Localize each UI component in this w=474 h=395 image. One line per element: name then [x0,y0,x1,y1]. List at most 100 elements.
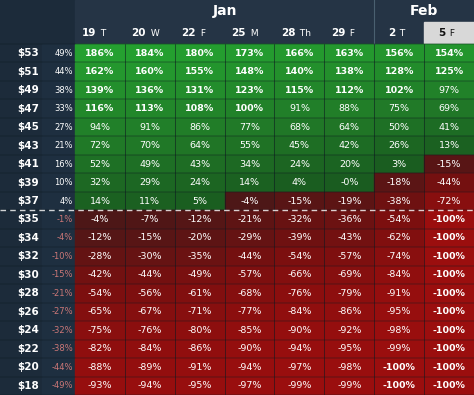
Text: -100%: -100% [433,289,465,298]
Text: 180%: 180% [185,49,214,58]
Text: 91%: 91% [139,122,160,132]
Text: 5: 5 [438,28,445,38]
Text: -39%: -39% [287,233,312,243]
Text: 148%: 148% [235,67,264,76]
Text: -100%: -100% [383,381,416,390]
Bar [374,100,424,118]
Bar [125,358,175,376]
Text: -76%: -76% [287,289,311,298]
Bar [125,100,175,118]
Bar [225,321,274,340]
Text: -29%: -29% [237,233,262,243]
Text: 38%: 38% [54,86,73,95]
Text: -44%: -44% [52,363,73,372]
Text: -35%: -35% [187,252,212,261]
Bar [175,340,225,358]
Bar [175,210,225,229]
Bar [75,376,125,395]
Text: 125%: 125% [435,67,464,76]
Bar [225,210,274,229]
Bar [374,247,424,266]
Bar [75,284,125,303]
Bar [424,321,474,340]
Bar [75,210,125,229]
Text: 3%: 3% [392,160,407,169]
Bar [42,376,75,395]
Text: -10%: -10% [52,252,73,261]
Bar [424,81,474,100]
Text: -18%: -18% [387,178,411,187]
Text: $35: $35 [17,214,39,224]
Text: 156%: 156% [384,49,414,58]
Text: -84%: -84% [287,307,311,316]
Text: -68%: -68% [237,289,262,298]
Bar [274,136,324,155]
Bar [75,247,125,266]
Bar [374,136,424,155]
Bar [175,62,225,81]
Text: -15%: -15% [137,233,162,243]
Text: -36%: -36% [337,215,362,224]
Text: $34: $34 [17,233,39,243]
Bar [324,44,374,62]
Text: $28: $28 [17,288,39,298]
Bar [274,155,324,173]
Text: 108%: 108% [185,104,214,113]
Bar [0,62,42,81]
Text: 28: 28 [281,28,295,38]
Text: $45: $45 [17,122,39,132]
Bar [42,173,75,192]
Bar [324,173,374,192]
Bar [225,192,274,210]
Text: -67%: -67% [137,307,162,316]
Bar [374,173,424,192]
Text: 19: 19 [82,28,96,38]
Text: $49: $49 [17,85,39,95]
Text: 5%: 5% [192,197,207,205]
Text: -97%: -97% [287,363,311,372]
Text: 44%: 44% [55,67,73,76]
Bar [424,44,474,62]
Text: 138%: 138% [335,67,364,76]
Text: -28%: -28% [88,252,112,261]
Text: 13%: 13% [438,141,460,150]
Text: 55%: 55% [239,141,260,150]
Bar [75,81,125,100]
Text: 70%: 70% [139,141,160,150]
Text: 14%: 14% [90,197,110,205]
Bar [424,118,474,136]
Text: -100%: -100% [433,215,465,224]
Text: T: T [98,28,106,38]
Text: 160%: 160% [135,67,164,76]
Text: -38%: -38% [387,197,411,205]
Text: 123%: 123% [235,86,264,95]
Bar [125,155,175,173]
Text: -12%: -12% [88,233,112,243]
Bar [75,44,125,62]
Bar [324,229,374,247]
Bar [374,358,424,376]
Bar [175,155,225,173]
Bar [274,358,324,376]
Text: 10%: 10% [55,178,73,187]
Text: 154%: 154% [435,49,464,58]
Bar [274,22,324,44]
Text: 155%: 155% [185,67,214,76]
Bar [324,284,374,303]
Bar [0,192,42,210]
Text: -86%: -86% [188,344,212,353]
Text: -99%: -99% [337,381,362,390]
Text: 4%: 4% [60,197,73,205]
Bar [274,118,324,136]
Text: -20%: -20% [188,233,212,243]
Text: $53: $53 [17,48,39,58]
Text: 94%: 94% [90,122,110,132]
Text: -27%: -27% [51,307,73,316]
Text: -100%: -100% [433,252,465,261]
Text: -15%: -15% [52,271,73,279]
Bar [125,22,175,44]
Bar [125,247,175,266]
Bar [324,247,374,266]
Bar [225,284,274,303]
Text: -72%: -72% [437,197,461,205]
